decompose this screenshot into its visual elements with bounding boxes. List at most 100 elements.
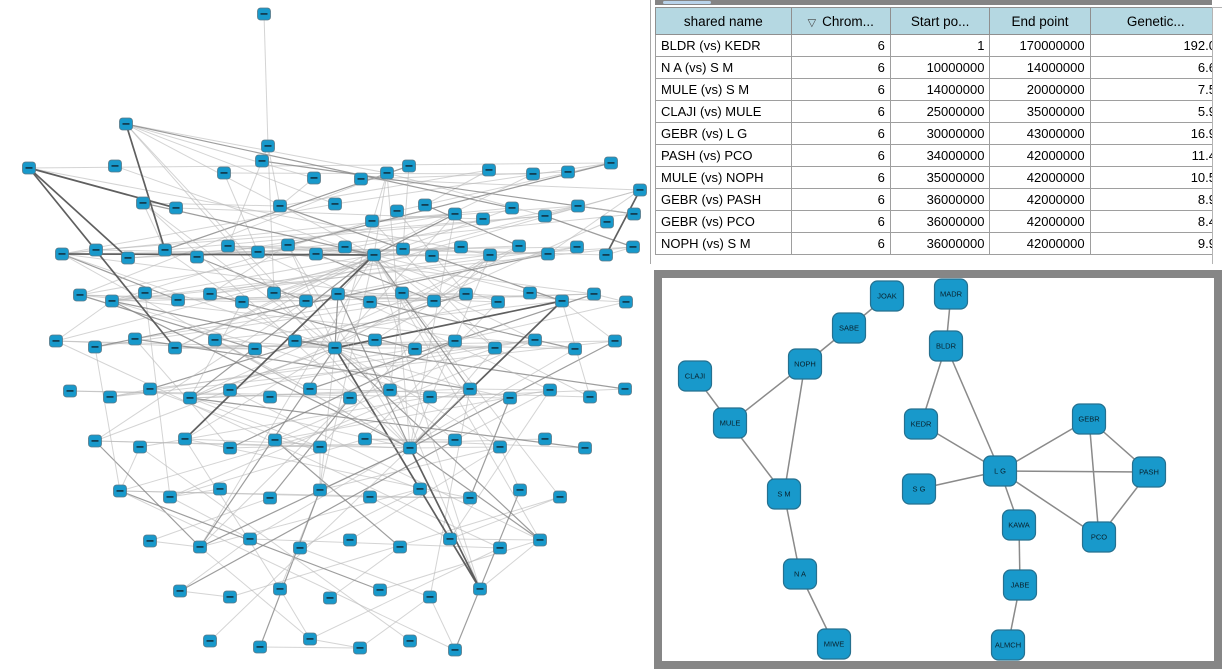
network-node[interactable]: CLAJI: [677, 360, 713, 392]
network-node[interactable]: [49, 334, 63, 348]
node-shape[interactable]: [933, 278, 969, 310]
table-cell[interactable]: 35000000: [889, 166, 991, 189]
network-node[interactable]: [173, 584, 187, 598]
network-node[interactable]: PCO: [1081, 521, 1117, 553]
table-cell[interactable]: NOPH (vs) S M: [655, 232, 792, 255]
network-node[interactable]: [553, 490, 567, 504]
network-node[interactable]: [89, 243, 103, 257]
network-node[interactable]: [363, 295, 377, 309]
table-cell[interactable]: 14000000: [989, 56, 1091, 79]
network-node[interactable]: [568, 342, 582, 356]
table-cell[interactable]: 6.6: [1089, 56, 1222, 79]
column-header-end-point[interactable]: End point: [989, 7, 1091, 35]
network-node[interactable]: [303, 382, 317, 396]
node-shape[interactable]: [712, 407, 748, 439]
network-node[interactable]: [512, 239, 526, 253]
table-cell[interactable]: 42000000: [989, 144, 1091, 167]
network-node[interactable]: [463, 491, 477, 505]
network-node[interactable]: [263, 491, 277, 505]
network-node[interactable]: [358, 432, 372, 446]
node-shape[interactable]: [990, 629, 1026, 661]
subnetwork-edge[interactable]: [783, 363, 806, 495]
table-row[interactable]: NOPH (vs) S M 6 36000000 42000000 9.9: [655, 232, 1222, 255]
network-node[interactable]: [338, 240, 352, 254]
network-node[interactable]: [257, 7, 271, 21]
node-shape[interactable]: [901, 473, 937, 505]
network-node[interactable]: [343, 533, 357, 547]
network-node[interactable]: [505, 201, 519, 215]
table-horizontal-scrollbar[interactable]: [655, 0, 1212, 5]
table-cell[interactable]: 7.5: [1089, 78, 1222, 101]
network-node[interactable]: [513, 483, 527, 497]
network-node[interactable]: [626, 240, 640, 254]
network-node[interactable]: S M: [766, 478, 802, 510]
network-node[interactable]: SABE: [831, 312, 867, 344]
network-node[interactable]: [251, 245, 265, 259]
column-header-chrom-[interactable]: ▽ Chrom...: [790, 7, 891, 35]
network-node[interactable]: [328, 341, 342, 355]
network-node[interactable]: [168, 341, 182, 355]
table-cell[interactable]: 36000000: [889, 210, 991, 233]
network-node[interactable]: [571, 199, 585, 213]
network-node[interactable]: [627, 207, 641, 221]
network-node[interactable]: [403, 634, 417, 648]
network-node[interactable]: [273, 582, 287, 596]
network-node[interactable]: JABE: [1002, 569, 1038, 601]
table-cell[interactable]: 14000000: [889, 78, 991, 101]
table-cell[interactable]: GEBR (vs) PASH: [655, 188, 792, 211]
network-node[interactable]: [203, 634, 217, 648]
network-node[interactable]: [128, 332, 142, 346]
network-node[interactable]: [448, 643, 462, 657]
network-node[interactable]: [235, 295, 249, 309]
network-node[interactable]: [476, 212, 490, 226]
network-node[interactable]: [113, 484, 127, 498]
network-node[interactable]: [143, 382, 157, 396]
table-row[interactable]: GEBR (vs) PASH 6 36000000 42000000 8.9: [655, 188, 1222, 211]
table-row[interactable]: N A (vs) S M 6 10000000 14000000 6.6: [655, 56, 1222, 79]
network-node[interactable]: [454, 240, 468, 254]
network-node[interactable]: [473, 582, 487, 596]
network-node[interactable]: [309, 247, 323, 261]
network-node[interactable]: [443, 532, 457, 546]
network-node[interactable]: [373, 583, 387, 597]
network-node[interactable]: [488, 341, 502, 355]
table-cell[interactable]: 35000000: [989, 100, 1091, 123]
column-header-start-po-[interactable]: Start po...: [889, 7, 991, 35]
network-node[interactable]: [533, 533, 547, 547]
network-node[interactable]: [121, 251, 135, 265]
node-shape[interactable]: [1081, 521, 1117, 553]
network-node[interactable]: [570, 240, 584, 254]
network-node[interactable]: [368, 333, 382, 347]
network-node[interactable]: [178, 432, 192, 446]
network-node[interactable]: [323, 591, 337, 605]
table-cell[interactable]: GEBR (vs) PCO: [655, 210, 792, 233]
network-node[interactable]: [105, 294, 119, 308]
network-node[interactable]: [561, 165, 575, 179]
table-cell[interactable]: 34000000: [889, 144, 991, 167]
network-node[interactable]: [108, 159, 122, 173]
node-shape[interactable]: [677, 360, 713, 392]
network-node[interactable]: [217, 166, 231, 180]
network-node[interactable]: [380, 166, 394, 180]
network-node[interactable]: [365, 214, 379, 228]
table-vertical-scrollbar[interactable]: [1212, 7, 1222, 264]
network-node[interactable]: [587, 287, 601, 301]
network-node[interactable]: [396, 242, 410, 256]
network-node[interactable]: [482, 163, 496, 177]
table-cell[interactable]: 170000000: [989, 34, 1091, 57]
network-node[interactable]: [393, 540, 407, 554]
network-node[interactable]: [119, 117, 133, 131]
network-node[interactable]: [354, 172, 368, 186]
table-cell[interactable]: CLAJI (vs) MULE: [655, 100, 792, 123]
table-row[interactable]: PASH (vs) PCO 6 34000000 42000000 11.4: [655, 144, 1222, 167]
network-node[interactable]: [213, 482, 227, 496]
network-node[interactable]: [171, 293, 185, 307]
network-node[interactable]: [538, 209, 552, 223]
network-node[interactable]: [408, 342, 422, 356]
network-node[interactable]: [273, 199, 287, 213]
table-row[interactable]: BLDR (vs) KEDR 6 1 170000000 192.0: [655, 34, 1222, 57]
table-cell[interactable]: PASH (vs) PCO: [655, 144, 792, 167]
network-node[interactable]: [367, 248, 381, 262]
network-node[interactable]: [103, 390, 117, 404]
node-shape[interactable]: [928, 330, 964, 362]
